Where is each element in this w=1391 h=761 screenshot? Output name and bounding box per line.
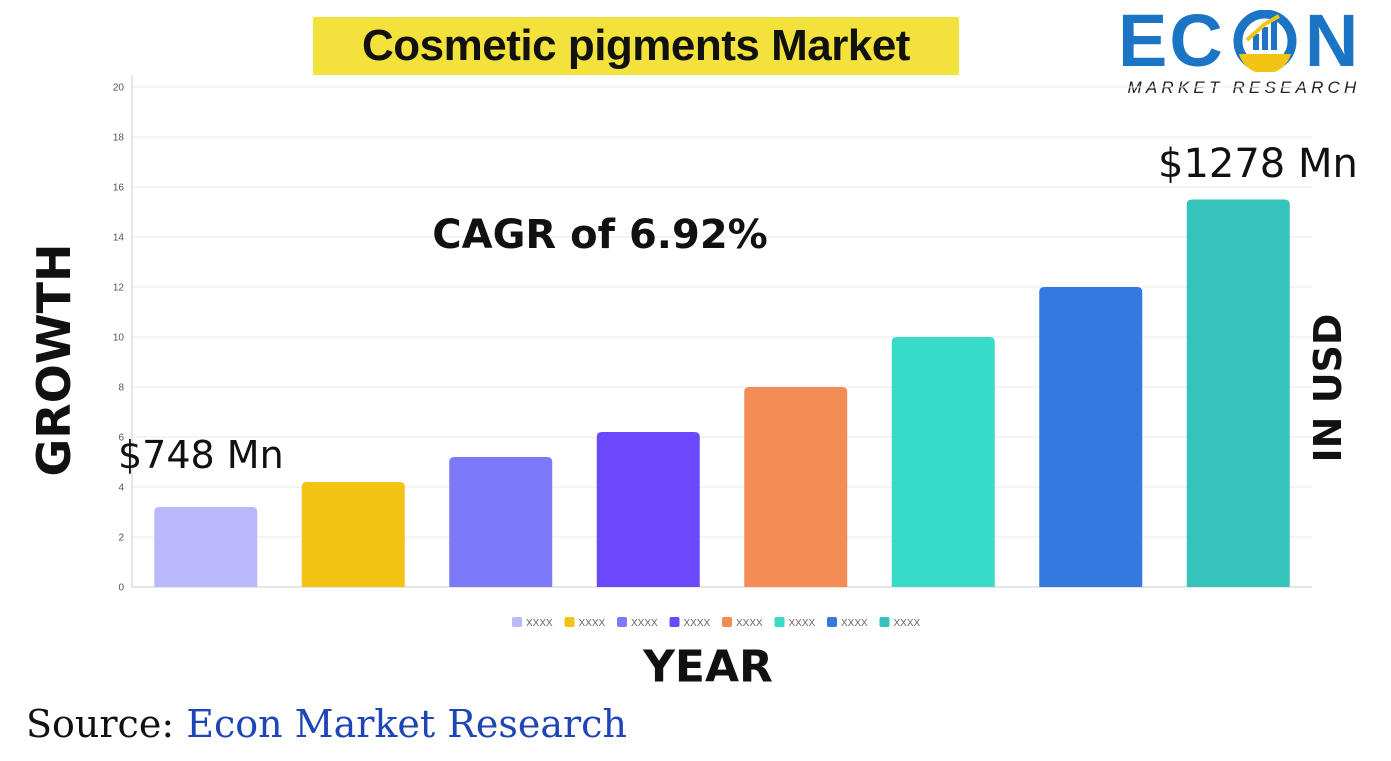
- legend-label: XXXX: [894, 618, 921, 629]
- first-value-label: $748 Mn: [118, 433, 284, 477]
- y-tick-label: 18: [113, 133, 125, 144]
- legend-label: XXXX: [526, 618, 553, 629]
- bar: [301, 482, 405, 587]
- legend-label: XXXX: [736, 618, 763, 629]
- legend-swatch: [617, 617, 627, 627]
- last-value-label: $1278 Mn: [1158, 141, 1358, 187]
- y-axis-label-right: IN USD: [1306, 313, 1350, 463]
- y-axis-label-left: GROWTH: [27, 243, 81, 477]
- bar: [596, 432, 700, 587]
- legend-swatch: [564, 617, 575, 627]
- bar: [449, 457, 553, 587]
- source-prefix: Source:: [26, 702, 187, 746]
- legend-label: XXXX: [579, 618, 606, 629]
- bars: [154, 199, 1290, 587]
- legend-swatch: [827, 617, 837, 627]
- legend: XXXX XXXX XXXX XXXX XXXX XXXX XXXX XXXX: [512, 617, 921, 629]
- bar: [1186, 199, 1290, 587]
- econ-logo: EC N MARKET RESEARCH: [1114, 0, 1374, 100]
- y-tick-label: 20: [113, 83, 125, 94]
- legend-swatch: [512, 617, 522, 627]
- y-tick-label: 14: [113, 233, 125, 244]
- legend-swatch: [774, 617, 785, 627]
- logo-text-left: EC: [1118, 0, 1225, 82]
- y-tick-label: 2: [118, 533, 124, 544]
- cagr-annotation: CAGR of 6.92%: [432, 212, 768, 258]
- legend-label: XXXX: [631, 618, 658, 629]
- bar: [744, 387, 848, 587]
- y-tick-label: 6: [118, 433, 124, 444]
- y-tick-label: 0: [118, 583, 124, 594]
- logo-globe-icon: [1227, 9, 1303, 74]
- x-axis-label: YEAR: [643, 641, 773, 693]
- bar: [154, 507, 258, 587]
- legend-label: XXXX: [684, 618, 711, 629]
- logo-text-right: N: [1304, 0, 1361, 82]
- y-tick-label: 8: [118, 383, 124, 394]
- source-name: Econ Market Research: [186, 702, 627, 746]
- source-line: Source: Econ Market Research: [26, 702, 627, 746]
- y-tick-label: 4: [118, 483, 124, 494]
- bar: [891, 337, 995, 587]
- y-axis-ticks: 0 2 4 6 8 10 12 14 16 18 20: [113, 83, 125, 594]
- y-tick-label: 10: [113, 333, 125, 344]
- y-tick-label: 16: [113, 183, 125, 194]
- chart-title: Cosmetic pigments Market: [313, 17, 959, 75]
- legend-label: XXXX: [789, 618, 816, 629]
- legend-swatch: [722, 617, 732, 627]
- legend-swatch: [879, 617, 890, 627]
- y-tick-label: 12: [113, 283, 125, 294]
- bar: [1039, 287, 1143, 587]
- legend-label: XXXX: [841, 618, 868, 629]
- legend-swatch: [669, 617, 680, 627]
